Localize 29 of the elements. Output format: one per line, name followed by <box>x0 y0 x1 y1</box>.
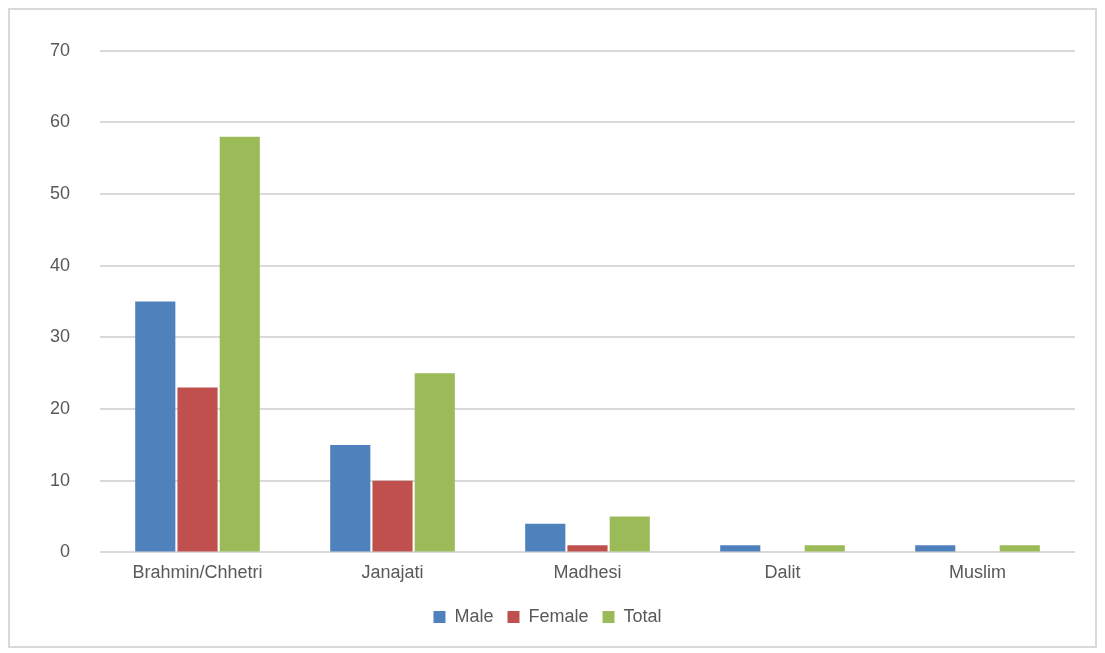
bar <box>720 545 761 552</box>
bar <box>414 373 455 552</box>
bar <box>219 136 260 552</box>
legend-label: Male <box>454 605 494 626</box>
y-tick-label: 70 <box>49 39 71 60</box>
y-tick-label: 20 <box>49 398 71 419</box>
bar <box>609 516 650 552</box>
bar <box>915 545 956 552</box>
bar <box>135 301 176 552</box>
x-tick-label: Janajati <box>361 562 424 583</box>
bar <box>804 545 845 552</box>
x-tick-label: Dalit <box>764 562 801 583</box>
y-tick-label: 60 <box>49 111 71 132</box>
legend-label: Female <box>528 605 589 626</box>
bar <box>330 444 371 552</box>
bar <box>525 523 566 552</box>
bar <box>177 387 218 552</box>
x-tick-label: Brahmin/Chhetri <box>132 562 263 583</box>
bar <box>999 545 1040 552</box>
y-tick-label: 50 <box>49 183 71 204</box>
bar <box>372 480 413 552</box>
y-tick-label: 10 <box>49 469 71 490</box>
legend-label: Total <box>623 605 662 626</box>
y-tick-label: 40 <box>49 254 71 275</box>
bar <box>567 545 608 552</box>
x-tick-label: Muslim <box>949 562 1006 583</box>
x-tick-label: Madhesi <box>553 562 622 583</box>
y-tick-label: 30 <box>49 326 71 347</box>
y-tick-label: 0 <box>60 541 71 562</box>
